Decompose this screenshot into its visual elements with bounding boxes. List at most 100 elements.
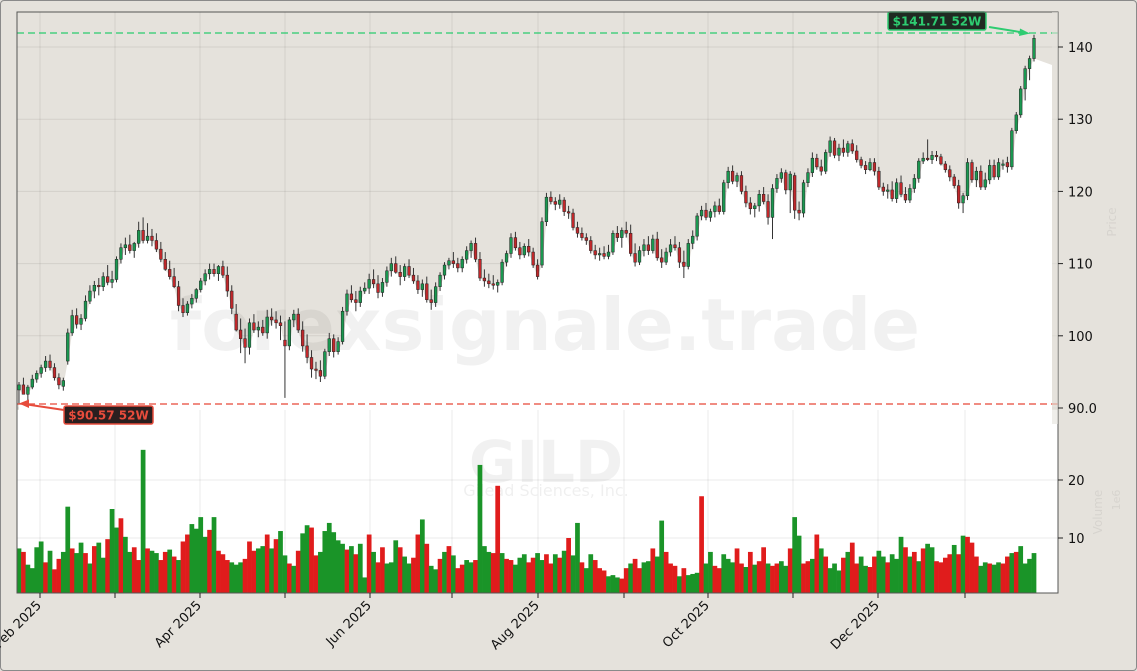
volume-bar[interactable] [455,568,461,593]
candle[interactable] [704,202,708,221]
volume-bar[interactable] [189,524,195,593]
candle[interactable] [580,227,584,241]
volume-bar[interactable] [792,517,798,593]
candle[interactable] [154,233,159,253]
candle[interactable] [748,197,752,215]
candle[interactable] [1023,65,1027,101]
volume-bar[interactable] [872,556,877,593]
candle[interactable] [425,276,429,303]
candle[interactable] [332,334,336,358]
candle[interactable] [385,266,389,287]
volume-bar[interactable] [442,551,447,593]
candle[interactable] [908,184,912,203]
candle[interactable] [190,293,194,309]
volume-bar[interactable] [145,548,150,593]
volume-bar[interactable] [960,535,966,593]
candle[interactable] [699,205,704,221]
volume-bar[interactable] [340,543,345,593]
volume-bar[interactable] [419,519,425,593]
volume-bar[interactable] [185,534,190,593]
candle[interactable] [132,241,136,258]
candle[interactable] [939,153,943,166]
candle[interactable] [473,237,478,263]
candle[interactable] [150,228,154,247]
volume-bar[interactable] [597,568,602,593]
volume-bar[interactable] [473,560,478,593]
volume-bar[interactable] [287,563,292,593]
candle[interactable] [828,136,832,157]
volume-bar[interactable] [783,565,789,593]
volume-bar[interactable] [91,546,97,593]
candle[interactable] [336,337,340,355]
candle[interactable] [35,370,39,383]
volume-bar[interactable] [548,563,554,593]
candle[interactable] [1005,156,1010,173]
candle[interactable] [119,243,123,264]
volume-bar[interactable] [863,565,868,593]
volume-bar[interactable] [490,553,496,593]
volume-bar[interactable] [951,544,957,593]
candle[interactable] [225,266,229,297]
candle[interactable] [961,192,965,214]
candle[interactable] [602,246,606,260]
candle[interactable] [664,247,668,266]
candle[interactable] [598,247,602,261]
volume-bar[interactable] [273,539,279,593]
volume-bar[interactable] [681,568,687,593]
volume-bar[interactable] [708,551,713,593]
volume-bar[interactable] [942,557,948,593]
candle[interactable] [145,223,150,244]
volume-bar[interactable] [836,570,842,593]
volume-bar[interactable] [894,558,899,593]
volume-bar[interactable] [433,569,439,593]
candle[interactable] [394,256,398,274]
volume-bar[interactable] [920,548,926,593]
volume-bar[interactable] [712,565,718,593]
candle[interactable] [66,328,70,365]
candle[interactable] [1027,55,1032,81]
candle[interactable] [527,239,531,257]
candle[interactable] [43,356,48,372]
volume-bar[interactable] [965,536,970,593]
volume-bar[interactable] [171,556,177,593]
volume-bar[interactable] [570,555,576,593]
candle[interactable] [487,273,491,289]
candle[interactable] [238,318,243,354]
volume-bar[interactable] [486,551,492,593]
candle[interactable] [88,285,92,305]
candle[interactable] [141,217,145,244]
volume-bar[interactable] [83,553,88,593]
candle[interactable] [482,269,487,287]
volume-bar[interactable] [38,541,44,593]
volume-bar[interactable] [867,567,873,593]
candle[interactable] [274,311,278,329]
volume-bar[interactable] [747,551,753,593]
volume-bar[interactable] [588,554,594,593]
candle[interactable] [735,172,739,188]
volume-bar[interactable] [601,570,607,593]
volume-bar[interactable] [947,554,953,593]
volume-bar[interactable] [349,546,354,593]
candle[interactable] [713,201,717,218]
candle[interactable] [562,197,566,216]
volume-bar[interactable] [703,563,709,593]
volume-bar[interactable] [535,553,540,593]
candle[interactable] [30,374,34,390]
volume-bar[interactable] [552,554,558,593]
candle[interactable] [39,364,43,378]
volume-bar[interactable] [885,562,891,593]
volume-bar[interactable] [211,517,217,593]
candle[interactable] [57,373,61,390]
candle[interactable] [181,298,185,318]
candle[interactable] [943,161,947,173]
volume-bar[interactable] [322,531,328,593]
candle[interactable] [766,194,770,225]
candle[interactable] [194,288,198,303]
volume-bar[interactable] [459,564,465,593]
candle[interactable] [890,181,894,202]
candle[interactable] [61,377,65,391]
candle[interactable] [846,140,850,157]
candle[interactable] [234,304,238,332]
volume-bar[interactable] [916,561,922,593]
